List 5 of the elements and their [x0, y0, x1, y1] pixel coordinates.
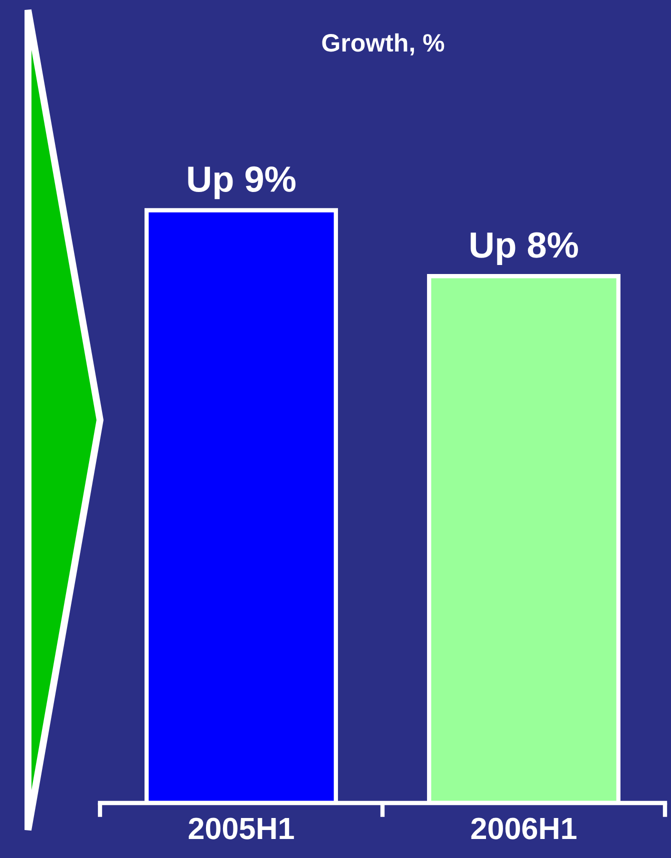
x-tick-label: 2006H1 [471, 818, 576, 840]
x-tick-label: 2005H1 [188, 818, 294, 840]
data-label: Up 9% [188, 166, 296, 200]
chart-title: Growth, % [322, 33, 444, 56]
data-label: Up 8% [470, 232, 578, 265]
